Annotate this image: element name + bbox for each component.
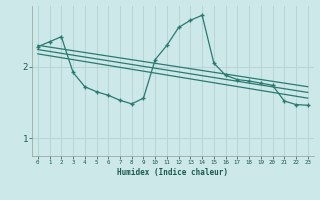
X-axis label: Humidex (Indice chaleur): Humidex (Indice chaleur)	[117, 168, 228, 177]
